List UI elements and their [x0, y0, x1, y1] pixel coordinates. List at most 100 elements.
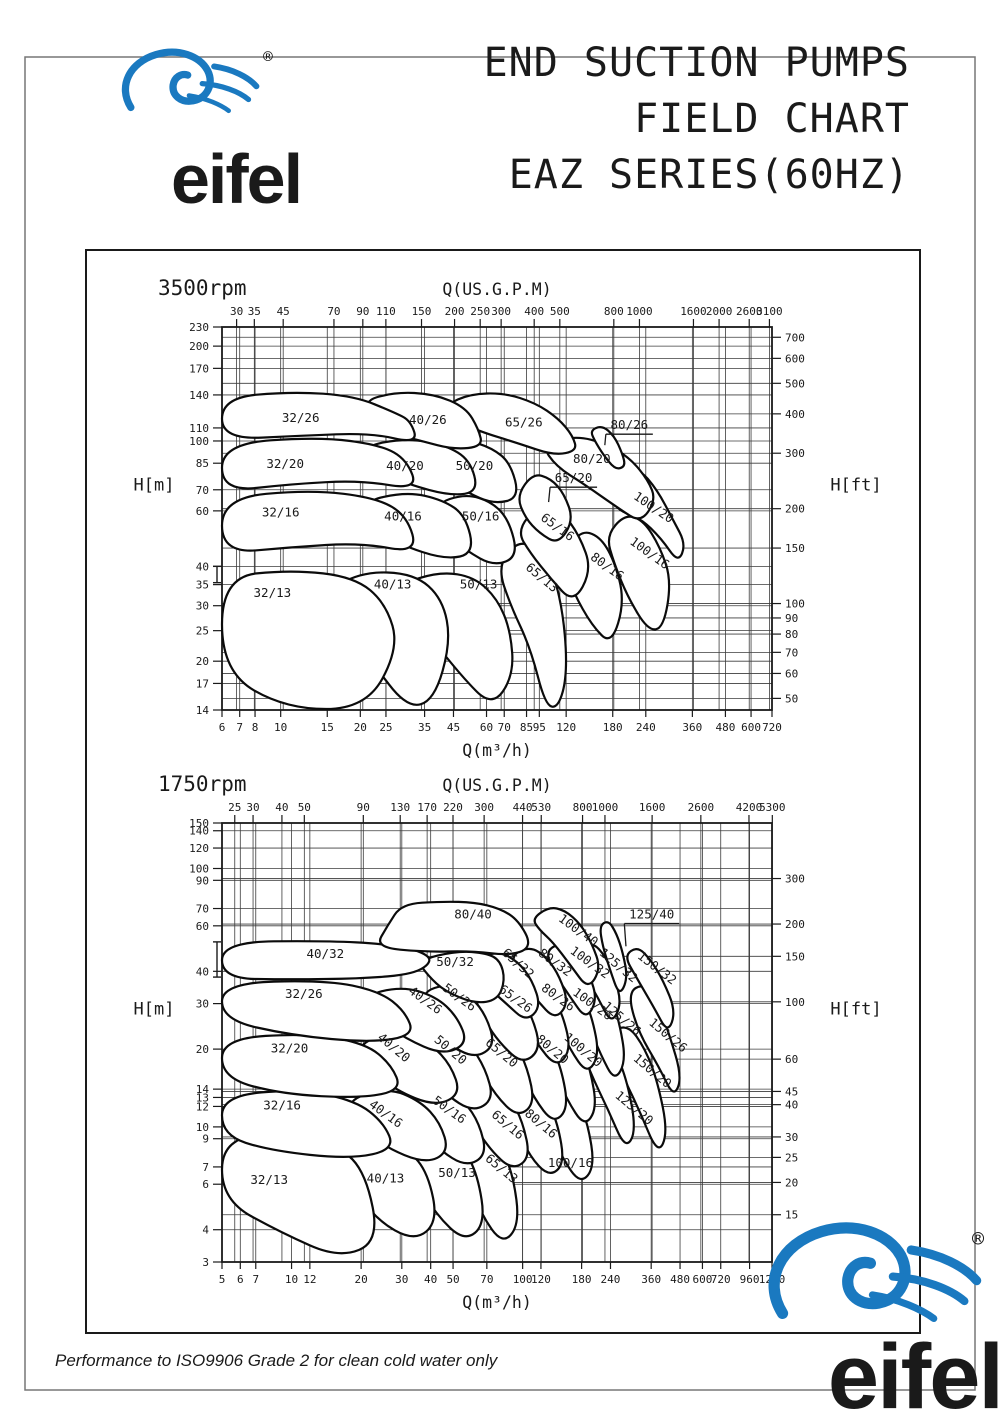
tick-label: 100 — [513, 1273, 533, 1286]
region-label: 80/40 — [454, 907, 492, 922]
tick-label: 4 — [202, 1224, 209, 1237]
tick-label: 150 — [785, 542, 805, 555]
tick-label: 70 — [785, 646, 798, 659]
tick-label: 40 — [424, 1273, 437, 1286]
tick-label: 7 — [202, 1161, 209, 1174]
tick-label: 60 — [480, 721, 493, 734]
tick-label: 60 — [785, 1053, 798, 1066]
tick-label: 45 — [447, 721, 460, 734]
pump-region-65/13 — [500, 542, 568, 708]
title-line-1: END SUCTION PUMPS — [484, 40, 910, 86]
tick-label: 35 — [248, 305, 261, 318]
tick-label: 120 — [556, 721, 576, 734]
tick-label: 45 — [785, 1085, 798, 1098]
region-label: 32/13 — [250, 1172, 288, 1187]
tick-label: 3100 — [756, 305, 783, 318]
region-label: 50/13 — [460, 577, 498, 592]
registered-mark: ® — [263, 47, 273, 66]
tick-label: 300 — [474, 801, 494, 814]
pump-region-100/16 — [607, 515, 671, 631]
tick-label: 25 — [196, 625, 209, 638]
tick-label: 14 — [196, 1083, 210, 1096]
tick-label: 70 — [196, 484, 209, 497]
chart-frame — [85, 249, 921, 1334]
tick-label: 50 — [785, 692, 798, 705]
tick-label: 1000 — [592, 801, 619, 814]
tick-label: 25 — [785, 1151, 798, 1164]
tick-label: 1600 — [680, 305, 707, 318]
tick-label: 95 — [533, 721, 546, 734]
tick-label: 13 — [196, 1091, 209, 1104]
tick-label: 40 — [785, 1099, 798, 1112]
callout-label: 80/26 — [611, 417, 649, 432]
tick-label: 14 — [196, 704, 210, 717]
region-label: 32/20 — [271, 1041, 309, 1056]
tick-label: 50 — [446, 1273, 459, 1286]
tick-label: 40 — [275, 801, 288, 814]
tick-label: 25 — [228, 801, 241, 814]
brand-swirl-icon — [125, 52, 256, 111]
brand-swirl-icon — [774, 1228, 977, 1318]
tick-label: 800 — [604, 305, 624, 318]
tick-label: 40 — [196, 560, 209, 573]
tick-label: 300 — [491, 305, 511, 318]
tick-label: 5 — [219, 1273, 226, 1286]
tick-label: 30 — [196, 600, 209, 613]
tick-label: 100 — [785, 598, 805, 611]
pump-region-65/26 — [448, 392, 577, 455]
region-label: 32/26 — [285, 986, 323, 1001]
region-label: 50/16 — [462, 508, 500, 523]
callout-pointer — [604, 434, 607, 446]
header-logo: ® eifel — [125, 47, 303, 218]
region-label: 100/16 — [548, 1155, 593, 1170]
tick-label: 2600 — [736, 305, 763, 318]
left-axis-label: H[m] — [134, 1000, 175, 1020]
tick-label: 85 — [520, 721, 533, 734]
pump-region-32/16 — [220, 490, 415, 552]
tick-label: 30 — [246, 801, 259, 814]
brand-wordmark: eifel — [828, 1326, 1000, 1415]
title-line-3: EAZ SERIES(60HZ) — [509, 152, 910, 198]
field-chart-3500rpm: 30 35 45 70 90 110 150 200 250 300 400 500 800 1000 16… — [134, 276, 882, 760]
tick-label: 130 — [390, 801, 410, 814]
tick-label: 70 — [196, 903, 209, 916]
rpm-label: 1750rpm — [158, 772, 247, 796]
tick-label: 2600 — [688, 801, 715, 814]
region-label: 65/26 — [505, 415, 543, 430]
tick-label: 30 — [785, 1131, 798, 1144]
pump-region-80/40 — [379, 900, 530, 956]
tick-label: 120 — [189, 842, 209, 855]
region-label: 50/13 — [438, 1165, 476, 1180]
tick-label: 10 — [274, 721, 287, 734]
tick-label: 20 — [785, 1176, 798, 1189]
tick-label: 20 — [196, 655, 209, 668]
pump-region-80/26 — [590, 426, 626, 470]
pump-region-80/20 — [545, 436, 655, 520]
tick-label: 10 — [285, 1273, 298, 1286]
tick-label: 45 — [277, 305, 290, 318]
tick-label: 480 — [715, 721, 735, 734]
tick-label: 150 — [785, 950, 805, 963]
tick-label: 500 — [785, 377, 805, 390]
pump-region-32/13 — [220, 1132, 376, 1255]
tick-label: 360 — [682, 721, 702, 734]
tick-label: 6 — [237, 1273, 244, 1286]
tick-label: 90 — [357, 801, 370, 814]
tick-label: 220 — [443, 801, 463, 814]
pump-region-100/40 — [533, 907, 600, 986]
tick-label: 230 — [189, 321, 209, 334]
tick-label: 100 — [189, 863, 209, 876]
tick-label: 140 — [189, 825, 209, 838]
tick-label: 100 — [189, 435, 209, 448]
tick-label: 10 — [196, 1121, 209, 1134]
region-label: 40/16 — [384, 508, 422, 523]
title-line-2: FIELD CHART — [634, 96, 910, 142]
left-axis-label: H[m] — [134, 476, 175, 496]
tick-label: 800 — [573, 801, 593, 814]
tick-label: 85 — [196, 457, 209, 470]
tick-label: 35 — [418, 721, 431, 734]
tick-label: 150 — [189, 817, 209, 830]
pump-region-32/26 — [220, 391, 416, 442]
callout-label: 125/40 — [629, 907, 674, 922]
plot-border — [221, 822, 773, 1263]
